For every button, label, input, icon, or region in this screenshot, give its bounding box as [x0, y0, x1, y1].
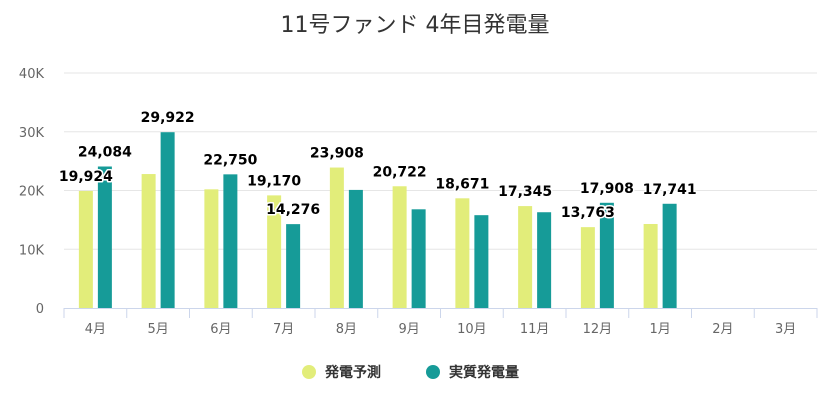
bar-forecast[interactable] [78, 190, 93, 308]
x-tick-label: 9月 [398, 322, 419, 337]
data-label: 19,170 [247, 173, 301, 189]
y-tick-label: 40K [19, 67, 45, 82]
x-tick-label: 10月 [457, 322, 487, 337]
x-tick-label: 12月 [583, 322, 613, 337]
y-axis-ticks: 0 10K 20K 30K 40K [19, 67, 45, 317]
bar-forecast[interactable] [141, 174, 156, 308]
bar-actual[interactable] [223, 174, 238, 308]
bar-forecast[interactable] [267, 195, 282, 308]
bar-actual[interactable] [662, 203, 677, 308]
x-tick-label: 7月 [273, 322, 294, 337]
bar-actual[interactable] [348, 189, 363, 308]
legend-item-forecast[interactable]: 発電予測 [302, 364, 381, 381]
x-tick-label: 5月 [147, 322, 168, 337]
data-label: 20,722 [373, 164, 427, 180]
x-tick-label: 8月 [336, 322, 357, 337]
bar-forecast[interactable] [392, 186, 407, 308]
legend-marker [426, 365, 440, 379]
legend-label: 発電予測 [324, 364, 381, 381]
y-tick-label: 30K [19, 126, 45, 141]
bar-forecast[interactable] [643, 223, 658, 308]
bar-forecast[interactable] [204, 189, 219, 308]
data-label: 18,671 [435, 176, 489, 192]
bar-actual[interactable] [286, 224, 301, 308]
x-tick-label: 1月 [649, 322, 670, 337]
bar-forecast[interactable] [580, 227, 595, 308]
x-tick-label: 2月 [712, 322, 733, 337]
data-label: 23,908 [310, 146, 364, 162]
x-tick-label: 3月 [775, 322, 796, 337]
bar-actual[interactable] [474, 215, 489, 308]
bars [78, 132, 677, 308]
legend-label: 実質発電量 [449, 364, 519, 381]
bar-actual[interactable] [160, 132, 175, 308]
x-tick-label: 11月 [520, 322, 550, 337]
data-label: 17,741 [643, 182, 697, 198]
y-tick-label: 10K [19, 243, 45, 258]
bar-forecast[interactable] [455, 198, 470, 308]
data-label: 29,922 [141, 110, 195, 126]
legend[interactable]: 発電予測 実質発電量 [302, 364, 519, 381]
x-tick-label: 6月 [210, 322, 231, 337]
data-label: 22,750 [203, 152, 257, 168]
bar-actual[interactable] [411, 209, 426, 308]
y-tick-label: 20K [19, 185, 45, 200]
data-label: 17,908 [580, 181, 634, 197]
bar-actual[interactable] [537, 212, 552, 308]
gridlines [64, 72, 817, 250]
data-label: 14,276 [266, 202, 320, 218]
data-labels: 19,924 19,170 23,908 20,722 18,671 17,345 13,7… [57, 109, 698, 223]
y-tick-label: 0 [36, 302, 44, 317]
x-axis: 4月 5月 6月 7月 8月 9月 10月 11月 12月 1月 2月 3月 [63, 308, 818, 337]
data-label: 24,084 [78, 145, 132, 161]
data-label: 13,763 [561, 205, 615, 221]
legend-marker [302, 365, 316, 379]
chart-title: 11号ファンド 4年目発電量 [281, 13, 550, 38]
data-label: 17,345 [498, 184, 552, 200]
legend-item-actual[interactable]: 実質発電量 [426, 364, 519, 381]
x-tick-label: 4月 [85, 322, 106, 337]
bar-actual[interactable] [97, 166, 112, 308]
data-label: 19,924 [59, 169, 113, 185]
bar-actual[interactable] [599, 202, 614, 308]
bar-forecast[interactable] [518, 206, 533, 308]
bar-forecast[interactable] [329, 167, 344, 308]
